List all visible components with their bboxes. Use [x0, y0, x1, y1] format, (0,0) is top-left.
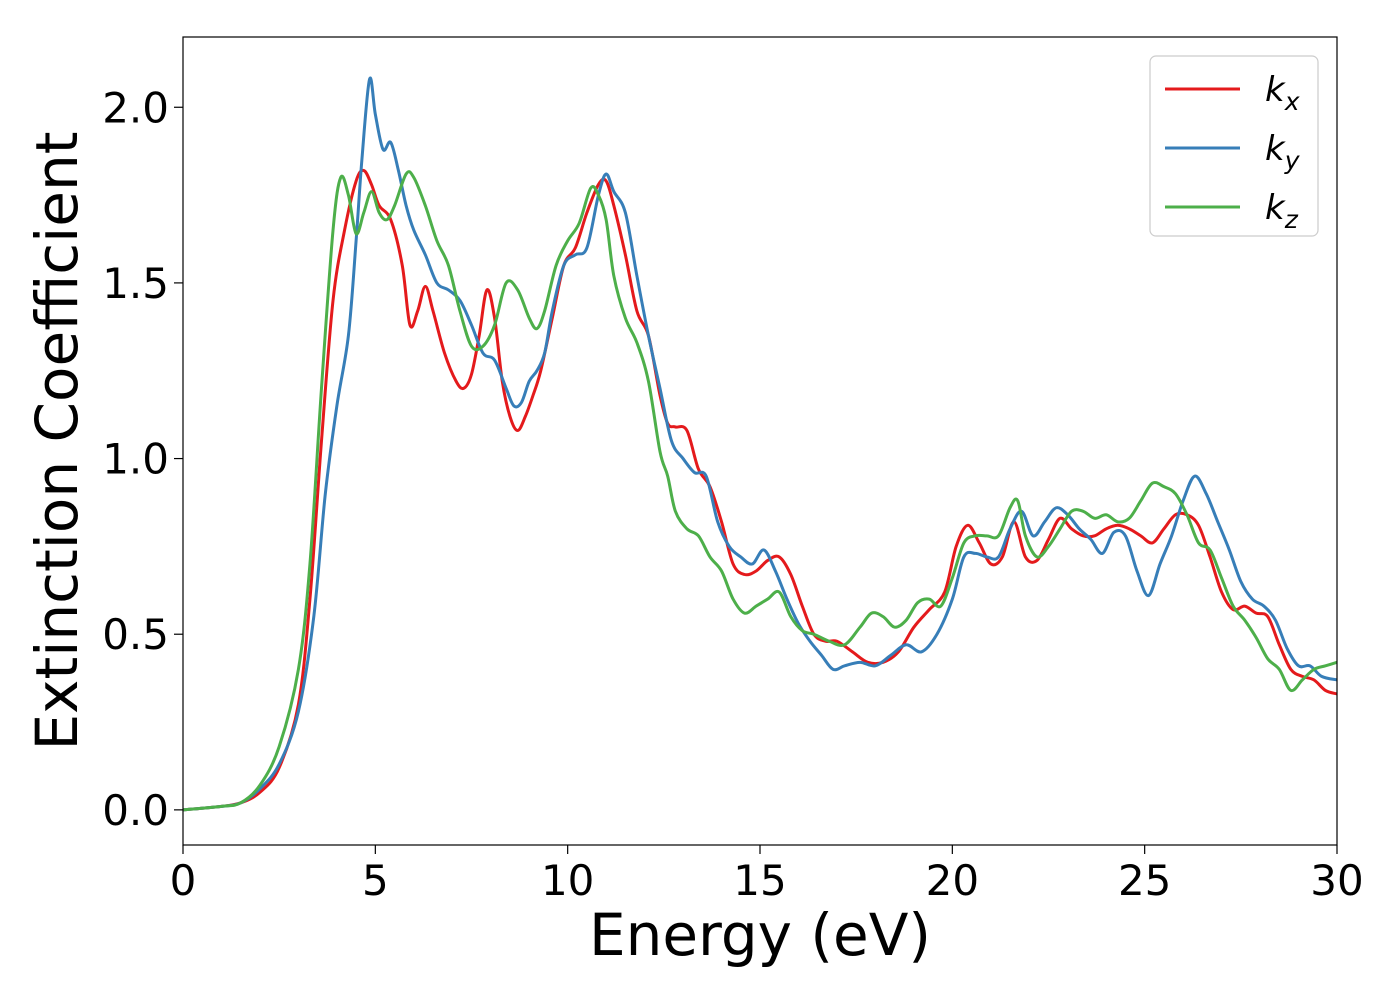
- series-line-z: [183, 170, 1337, 812]
- axis-ticks: 0 5 10 15 20 25 30 0.0 0.5 1.0 1.5 2.0: [102, 83, 1364, 905]
- x-tick-label: 30: [1310, 856, 1363, 905]
- legend: kx ky kz: [1149, 55, 1319, 237]
- y-tick-label: 0.5: [102, 610, 169, 659]
- y-tick-label: 1.5: [102, 259, 169, 308]
- series-lines: [183, 76, 1337, 812]
- y-tick-label: 0.0: [102, 786, 169, 835]
- legend-label-y: ky: [1265, 129, 1301, 175]
- x-axis-label: Energy (eV): [589, 901, 931, 969]
- y-tick-label: 1.0: [102, 435, 169, 484]
- x-tick-label: 10: [541, 856, 594, 905]
- x-tick-label: 0: [170, 856, 197, 905]
- series-line-x: [183, 168, 1337, 812]
- y-tick-label: 2.0: [102, 83, 169, 132]
- x-tick-label: 25: [1118, 856, 1171, 905]
- series-line-y: [183, 76, 1337, 812]
- x-tick-label: 15: [733, 856, 786, 905]
- y-axis-label: Extinction Coefficient: [23, 132, 91, 751]
- legend-box: [1149, 55, 1319, 237]
- x-tick-label: 20: [926, 856, 979, 905]
- x-tick-label: 5: [362, 856, 389, 905]
- legend-label-z: kz: [1265, 188, 1299, 234]
- legend-label-x: kx: [1265, 70, 1300, 116]
